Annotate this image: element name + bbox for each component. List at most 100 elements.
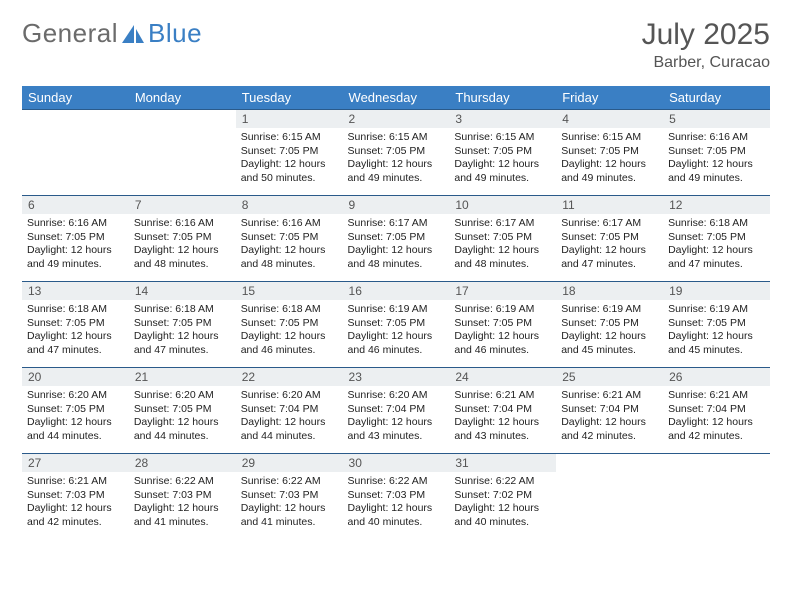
sunset-line: Sunset: 7:02 PM — [454, 489, 551, 503]
day-number: 27 — [22, 454, 129, 472]
daylight-line: Daylight: 12 hours and 48 minutes. — [134, 244, 231, 271]
sunset-line: Sunset: 7:05 PM — [454, 145, 551, 159]
day-number: 4 — [556, 110, 663, 128]
sunrise-line: Sunrise: 6:18 AM — [241, 303, 338, 317]
daylight-line: Daylight: 12 hours and 44 minutes. — [241, 416, 338, 443]
sunrise-line: Sunrise: 6:19 AM — [348, 303, 445, 317]
day-details: Sunrise: 6:16 AMSunset: 7:05 PMDaylight:… — [236, 214, 343, 276]
calendar-cell: 23Sunrise: 6:20 AMSunset: 7:04 PMDayligh… — [343, 368, 450, 454]
calendar-cell: 17Sunrise: 6:19 AMSunset: 7:05 PMDayligh… — [449, 282, 556, 368]
day-details: Sunrise: 6:15 AMSunset: 7:05 PMDaylight:… — [343, 128, 450, 190]
day-number: 26 — [663, 368, 770, 386]
calendar-week-row: ....1Sunrise: 6:15 AMSunset: 7:05 PMDayl… — [22, 110, 770, 196]
daylight-line: Daylight: 12 hours and 42 minutes. — [27, 502, 124, 529]
sunrise-line: Sunrise: 6:16 AM — [27, 217, 124, 231]
calendar-cell: 1Sunrise: 6:15 AMSunset: 7:05 PMDaylight… — [236, 110, 343, 196]
day-number: 8 — [236, 196, 343, 214]
daylight-line: Daylight: 12 hours and 48 minutes. — [348, 244, 445, 271]
page-title: July 2025 — [642, 18, 770, 52]
calendar-cell: 10Sunrise: 6:17 AMSunset: 7:05 PMDayligh… — [449, 196, 556, 282]
daylight-line: Daylight: 12 hours and 49 minutes. — [561, 158, 658, 185]
calendar-week-row: 20Sunrise: 6:20 AMSunset: 7:05 PMDayligh… — [22, 368, 770, 454]
daylight-line: Daylight: 12 hours and 49 minutes. — [668, 158, 765, 185]
day-details: Sunrise: 6:15 AMSunset: 7:05 PMDaylight:… — [556, 128, 663, 190]
calendar-cell: 14Sunrise: 6:18 AMSunset: 7:05 PMDayligh… — [129, 282, 236, 368]
sail-icon — [120, 23, 146, 45]
daylight-line: Daylight: 12 hours and 44 minutes. — [27, 416, 124, 443]
day-details: Sunrise: 6:15 AMSunset: 7:05 PMDaylight:… — [449, 128, 556, 190]
day-number: 29 — [236, 454, 343, 472]
day-details: Sunrise: 6:22 AMSunset: 7:03 PMDaylight:… — [129, 472, 236, 534]
daylight-line: Daylight: 12 hours and 42 minutes. — [561, 416, 658, 443]
calendar-table: SundayMondayTuesdayWednesdayThursdayFrid… — [22, 86, 770, 540]
daylight-line: Daylight: 12 hours and 49 minutes. — [454, 158, 551, 185]
day-number: 19 — [663, 282, 770, 300]
sunrise-line: Sunrise: 6:15 AM — [454, 131, 551, 145]
sunset-line: Sunset: 7:05 PM — [27, 317, 124, 331]
day-number: 24 — [449, 368, 556, 386]
day-number: 25 — [556, 368, 663, 386]
calendar-cell: 6Sunrise: 6:16 AMSunset: 7:05 PMDaylight… — [22, 196, 129, 282]
calendar-week-row: 27Sunrise: 6:21 AMSunset: 7:03 PMDayligh… — [22, 454, 770, 540]
daylight-line: Daylight: 12 hours and 46 minutes. — [241, 330, 338, 357]
day-details: Sunrise: 6:18 AMSunset: 7:05 PMDaylight:… — [236, 300, 343, 362]
day-details: Sunrise: 6:20 AMSunset: 7:05 PMDaylight:… — [129, 386, 236, 448]
sunset-line: Sunset: 7:05 PM — [134, 231, 231, 245]
calendar-cell: 4Sunrise: 6:15 AMSunset: 7:05 PMDaylight… — [556, 110, 663, 196]
weekday-header: Sunday — [22, 86, 129, 110]
calendar-cell: 19Sunrise: 6:19 AMSunset: 7:05 PMDayligh… — [663, 282, 770, 368]
day-details: Sunrise: 6:16 AMSunset: 7:05 PMDaylight:… — [22, 214, 129, 276]
sunrise-line: Sunrise: 6:21 AM — [27, 475, 124, 489]
daylight-line: Daylight: 12 hours and 45 minutes. — [668, 330, 765, 357]
daylight-line: Daylight: 12 hours and 48 minutes. — [454, 244, 551, 271]
day-details: Sunrise: 6:18 AMSunset: 7:05 PMDaylight:… — [663, 214, 770, 276]
weekday-header: Wednesday — [343, 86, 450, 110]
daylight-line: Daylight: 12 hours and 49 minutes. — [348, 158, 445, 185]
day-details: Sunrise: 6:21 AMSunset: 7:04 PMDaylight:… — [449, 386, 556, 448]
sunrise-line: Sunrise: 6:22 AM — [241, 475, 338, 489]
day-details: Sunrise: 6:20 AMSunset: 7:05 PMDaylight:… — [22, 386, 129, 448]
day-details: Sunrise: 6:16 AMSunset: 7:05 PMDaylight:… — [129, 214, 236, 276]
sunrise-line: Sunrise: 6:17 AM — [348, 217, 445, 231]
calendar-cell: 7Sunrise: 6:16 AMSunset: 7:05 PMDaylight… — [129, 196, 236, 282]
day-details: Sunrise: 6:22 AMSunset: 7:02 PMDaylight:… — [449, 472, 556, 534]
day-details: Sunrise: 6:20 AMSunset: 7:04 PMDaylight:… — [343, 386, 450, 448]
day-number: 9 — [343, 196, 450, 214]
day-details: Sunrise: 6:22 AMSunset: 7:03 PMDaylight:… — [343, 472, 450, 534]
day-details: Sunrise: 6:19 AMSunset: 7:05 PMDaylight:… — [343, 300, 450, 362]
day-details: Sunrise: 6:16 AMSunset: 7:05 PMDaylight:… — [663, 128, 770, 190]
brand-logo: General Blue — [22, 18, 202, 49]
daylight-line: Daylight: 12 hours and 47 minutes. — [668, 244, 765, 271]
day-details: Sunrise: 6:19 AMSunset: 7:05 PMDaylight:… — [663, 300, 770, 362]
sunrise-line: Sunrise: 6:20 AM — [134, 389, 231, 403]
day-number: 3 — [449, 110, 556, 128]
day-number: 28 — [129, 454, 236, 472]
sunset-line: Sunset: 7:05 PM — [241, 231, 338, 245]
calendar-cell: .. — [556, 454, 663, 540]
day-number: 5 — [663, 110, 770, 128]
brand-word1: General — [22, 18, 118, 49]
calendar-cell: 26Sunrise: 6:21 AMSunset: 7:04 PMDayligh… — [663, 368, 770, 454]
day-number: 22 — [236, 368, 343, 386]
calendar-week-row: 6Sunrise: 6:16 AMSunset: 7:05 PMDaylight… — [22, 196, 770, 282]
sunrise-line: Sunrise: 6:21 AM — [454, 389, 551, 403]
day-details: Sunrise: 6:19 AMSunset: 7:05 PMDaylight:… — [449, 300, 556, 362]
calendar-body: ....1Sunrise: 6:15 AMSunset: 7:05 PMDayl… — [22, 110, 770, 540]
calendar-cell: .. — [129, 110, 236, 196]
sunrise-line: Sunrise: 6:17 AM — [561, 217, 658, 231]
daylight-line: Daylight: 12 hours and 41 minutes. — [134, 502, 231, 529]
weekday-header: Friday — [556, 86, 663, 110]
sunrise-line: Sunrise: 6:20 AM — [27, 389, 124, 403]
daylight-line: Daylight: 12 hours and 46 minutes. — [454, 330, 551, 357]
sunset-line: Sunset: 7:05 PM — [561, 145, 658, 159]
day-number: 17 — [449, 282, 556, 300]
sunset-line: Sunset: 7:05 PM — [668, 231, 765, 245]
daylight-line: Daylight: 12 hours and 48 minutes. — [241, 244, 338, 271]
day-number: 2 — [343, 110, 450, 128]
calendar-cell: 13Sunrise: 6:18 AMSunset: 7:05 PMDayligh… — [22, 282, 129, 368]
sunset-line: Sunset: 7:05 PM — [348, 317, 445, 331]
brand-word2: Blue — [148, 18, 202, 49]
day-number: 6 — [22, 196, 129, 214]
daylight-line: Daylight: 12 hours and 43 minutes. — [454, 416, 551, 443]
calendar-cell: 9Sunrise: 6:17 AMSunset: 7:05 PMDaylight… — [343, 196, 450, 282]
